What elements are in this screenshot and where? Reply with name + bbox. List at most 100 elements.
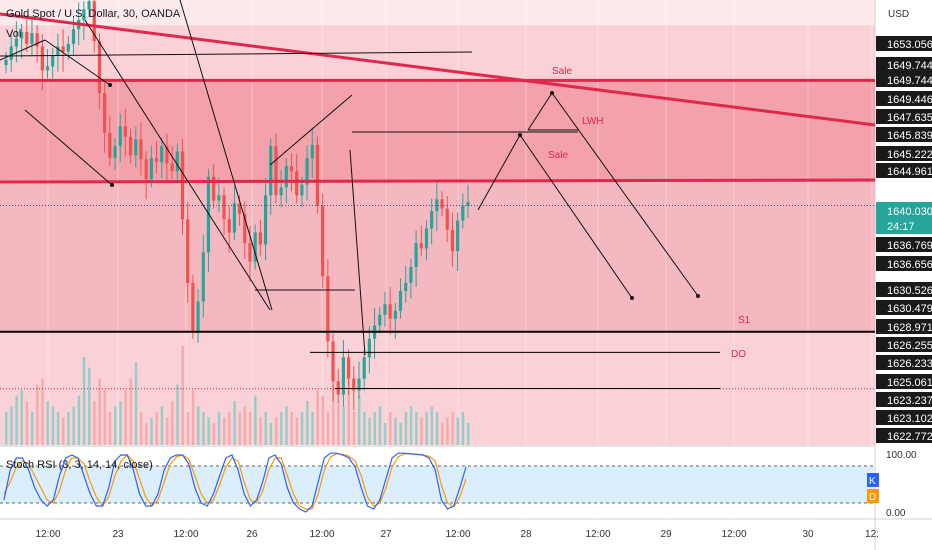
projection-down-1[interactable] — [519, 134, 633, 299]
price-axis[interactable]: 1653.056 1649.744 1649.744 1649.446 1647.635… — [876, 36, 932, 443]
volume-bar — [72, 406, 75, 445]
volume-bar — [285, 406, 288, 445]
stoch-k-line — [3, 452, 467, 513]
d-badge: D — [869, 492, 876, 503]
trend-seg-5[interactable] — [349, 149, 366, 356]
candle-body — [300, 184, 304, 196]
time-label: 26 — [246, 529, 258, 540]
candle-body — [118, 126, 122, 147]
volume-bar — [145, 423, 148, 445]
candle-body — [186, 219, 190, 283]
stoch-level-top: 100.00 — [886, 450, 917, 461]
volume-bar — [176, 384, 179, 445]
volume-bar — [98, 379, 101, 445]
annotation-lwh: LWH — [582, 116, 603, 127]
candle-body — [409, 267, 413, 283]
volume-bar — [165, 417, 169, 445]
price-tag — [876, 256, 932, 271]
volume-label[interactable]: Vol — [6, 28, 21, 40]
volume-bar — [124, 390, 127, 445]
candle-body — [123, 126, 127, 137]
candle-body — [103, 92, 107, 133]
candle-body — [315, 144, 320, 206]
price-label: 1647.635 — [887, 112, 932, 124]
volume-bar — [191, 390, 195, 445]
upper-horizontal-line[interactable] — [0, 51, 473, 57]
candle-body — [424, 228, 429, 249]
annotation-s1: S1 — [738, 315, 751, 326]
volume-bar — [186, 412, 190, 445]
volume-bar — [67, 412, 70, 445]
volume-bar — [150, 417, 153, 445]
time-label: 23 — [112, 529, 124, 540]
price-label: 1649.744 — [887, 60, 932, 72]
volume-bar — [399, 423, 402, 445]
volume-bar — [435, 412, 439, 445]
arrow-path-2[interactable] — [24, 109, 113, 186]
price-tag — [876, 146, 932, 161]
projection-up-2[interactable] — [527, 92, 553, 131]
price-label: 1626.255 — [887, 340, 932, 352]
candle-body — [430, 211, 434, 229]
candle-body — [456, 220, 460, 252]
volume-bar — [93, 401, 96, 445]
volume-bar — [254, 395, 257, 445]
volume-bar — [280, 412, 283, 445]
candle-body — [237, 203, 242, 214]
candle-body — [367, 338, 371, 358]
volume-bar — [420, 417, 423, 445]
time-axis[interactable]: 12:00 23 12:00 26 12:00 27 12:00 28 12:00 29 12:00… — [35, 529, 878, 540]
time-label: 12:00 — [445, 529, 470, 540]
time-label: 28 — [520, 529, 532, 540]
time-label: 12:00 — [585, 529, 610, 540]
price-tag — [876, 36, 932, 51]
chart-title[interactable]: Gold Spot / U.S. Dollar, 30, OANDA — [6, 8, 181, 20]
candle-body — [305, 158, 309, 185]
candle-body — [149, 158, 153, 180]
candle-body — [35, 33, 39, 47]
arrowhead — [696, 294, 700, 298]
candle-body — [87, 1, 91, 10]
current-price-tag — [876, 202, 932, 234]
candle-body — [134, 139, 138, 156]
candle-body — [279, 187, 283, 196]
candle-body — [25, 31, 29, 44]
volume-bar — [160, 406, 164, 445]
downtrend-line[interactable] — [0, 12, 876, 127]
volume-bar — [25, 401, 29, 445]
volume-bar — [316, 390, 319, 445]
price-tag — [876, 57, 932, 72]
time-label: 12:00 — [309, 529, 334, 540]
arrow-path-1[interactable] — [44, 39, 111, 86]
candle-body — [362, 357, 366, 379]
candle-body — [19, 31, 24, 39]
candle-body — [378, 314, 382, 326]
candle-body — [160, 146, 164, 163]
projection-up-1[interactable] — [477, 134, 521, 211]
volume-bar — [409, 406, 413, 445]
candle-body — [66, 43, 70, 52]
price-tag — [876, 319, 932, 334]
candle-body — [398, 290, 403, 311]
price-label: 1645.222 — [887, 149, 932, 161]
candle-body — [14, 38, 18, 47]
stoch-label[interactable]: Stoch RSI (3, 3, 14, 14, close) — [6, 459, 153, 471]
time-label: 30 — [802, 529, 814, 540]
level-mid-line[interactable] — [0, 178, 876, 184]
candle-body — [222, 195, 226, 220]
trend-seg-1[interactable] — [0, 39, 46, 61]
volume-bar — [155, 412, 158, 445]
projection-down-2[interactable] — [551, 92, 699, 297]
volume-bar — [337, 401, 340, 445]
annotation-sale-upper: Sale — [552, 66, 572, 77]
trend-seg-4[interactable] — [269, 94, 353, 166]
candle-body — [139, 139, 143, 160]
volume-bar — [430, 406, 434, 445]
trend-seg-3[interactable] — [179, 0, 273, 311]
price-tag — [876, 109, 932, 124]
trend-seg-2[interactable] — [84, 19, 271, 311]
volume-bar — [36, 384, 39, 445]
volume-layer — [5, 346, 470, 445]
